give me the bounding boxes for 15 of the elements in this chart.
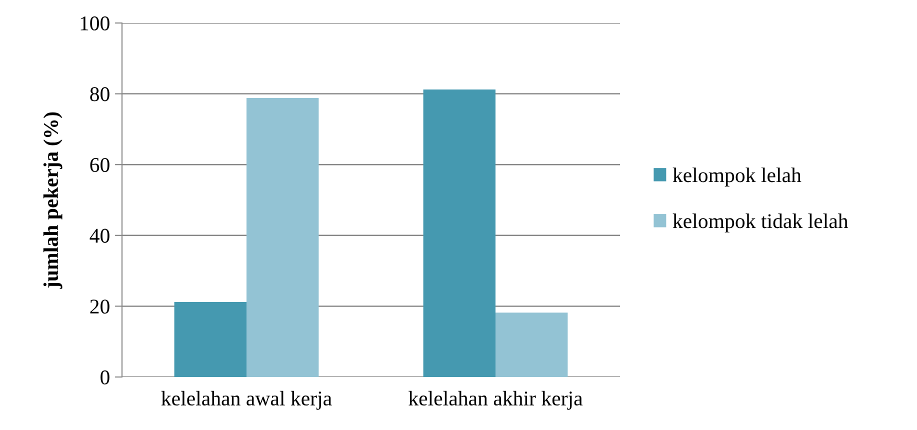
bar (423, 90, 496, 377)
legend-label: kelompok tidak lelah (672, 214, 848, 232)
bar (496, 312, 568, 377)
bar (246, 98, 319, 377)
y-tick-label: 60 (90, 158, 110, 172)
y-tick-label: 100 (80, 16, 110, 30)
y-tick-label: 0 (100, 370, 110, 384)
y-tick-label: 80 (90, 87, 110, 102)
y-tick-label: 40 (90, 228, 110, 243)
x-tick-label: kelelahan awal kerja (161, 390, 332, 410)
y-axis-title: jumlah pekerja (%) (43, 112, 62, 289)
y-tick-label: 20 (90, 300, 110, 314)
bar (174, 302, 246, 377)
legend-label: kelompok lelah (672, 168, 802, 186)
x-tick-label: kelelahan akhir kerja (408, 390, 583, 410)
